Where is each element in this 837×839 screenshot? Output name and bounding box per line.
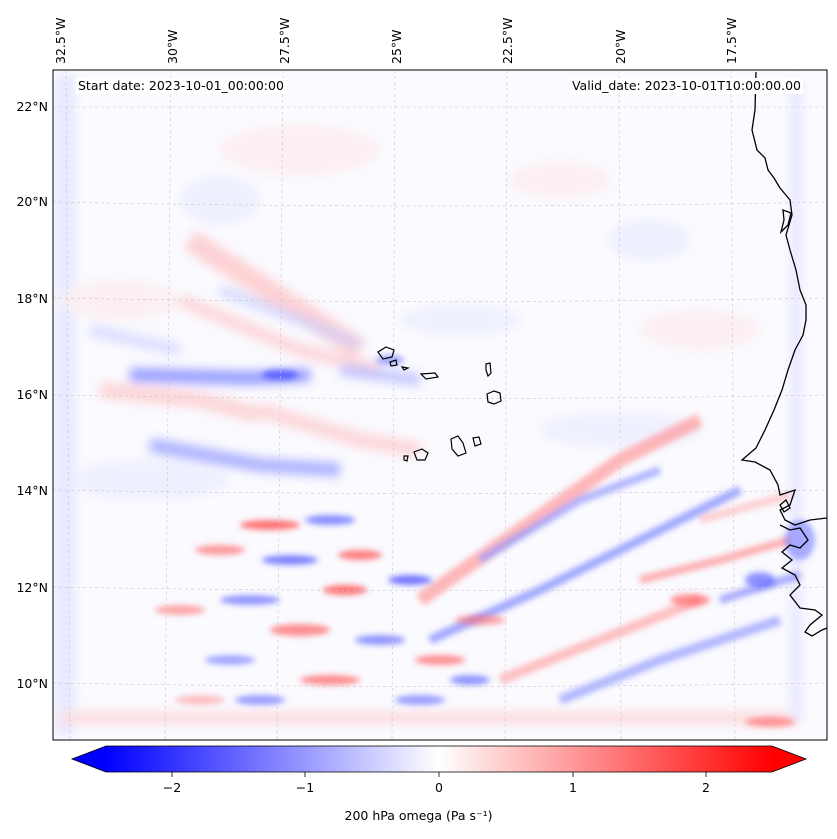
lat-label-10n: 10°N (16, 676, 48, 691)
cape-verde-islands (377, 346, 502, 462)
lon-label-27-5w: 27.5°W (277, 17, 292, 64)
lat-label-18n: 18°N (16, 291, 48, 306)
colorbar (70, 745, 808, 777)
coastline (740, 71, 827, 637)
colorbar-tick-0: 0 (435, 780, 443, 795)
colorbar-tick-1: 1 (569, 780, 577, 795)
lat-label-16n: 16°N (16, 387, 48, 402)
lon-label-20w: 20°W (613, 29, 628, 64)
lon-label-25w: 25°W (389, 29, 404, 64)
colorbar-tick-neg2: −2 (162, 780, 182, 795)
lon-label-30w: 30°W (165, 29, 180, 64)
omega-field (55, 75, 815, 735)
lon-label-17-5w: 17.5°W (724, 17, 739, 64)
colorbar-tick-neg1: −1 (295, 780, 315, 795)
lon-label-22-5w: 22.5°W (500, 17, 515, 64)
colorbar-label: 200 hPa omega (Pa s⁻¹) (344, 808, 493, 823)
colorbar-tick-2: 2 (702, 780, 710, 795)
lon-label-32-5w: 32.5°W (53, 17, 68, 64)
lat-label-22n: 22°N (16, 99, 48, 114)
start-date-label: Start date: 2023-10-01_00:00:00 (76, 78, 286, 94)
valid-date-label: Valid_date: 2023-10-01T10:00:00.00 (569, 78, 803, 94)
map-frame (52, 69, 828, 741)
lat-label-14n: 14°N (16, 483, 48, 498)
lat-label-20n: 20°N (16, 194, 48, 209)
lat-label-12n: 12°N (16, 580, 48, 595)
graticule (53, 70, 827, 740)
